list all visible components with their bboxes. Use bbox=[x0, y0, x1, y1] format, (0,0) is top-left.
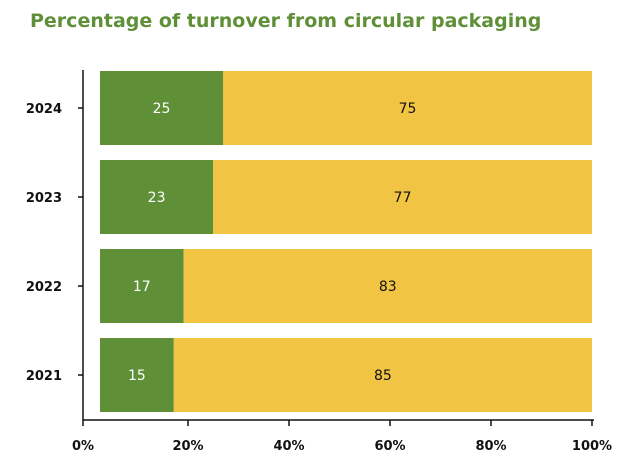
data-label: 25 bbox=[153, 101, 171, 117]
bar-segment-1 bbox=[100, 71, 223, 145]
x-tick-label: 0% bbox=[72, 439, 94, 454]
data-label: 75 bbox=[399, 101, 417, 117]
data-label: 77 bbox=[394, 190, 412, 206]
x-tick-label: 60% bbox=[374, 439, 405, 454]
x-tick-label: 20% bbox=[172, 439, 203, 454]
x-axis: 0% 20% 40% 60% 80% 100% bbox=[72, 419, 612, 454]
y-axis: 2024 2023 2022 2021 bbox=[26, 70, 84, 420]
bar-segment-1 bbox=[100, 338, 174, 412]
category-label: 2021 bbox=[26, 369, 62, 384]
bar-segment-1 bbox=[100, 249, 184, 323]
data-label: 23 bbox=[148, 190, 166, 206]
category-label: 2022 bbox=[26, 280, 62, 295]
data-label: 17 bbox=[133, 279, 151, 295]
data-label: 15 bbox=[128, 368, 146, 384]
bar-segment-2 bbox=[213, 160, 592, 234]
data-label: 85 bbox=[374, 368, 392, 384]
x-tick-label: 80% bbox=[475, 439, 506, 454]
bar-segment-1 bbox=[100, 160, 214, 234]
bar-segment-2 bbox=[223, 71, 592, 145]
category-label: 2023 bbox=[26, 191, 62, 206]
x-tick-label: 40% bbox=[273, 439, 304, 454]
category-label: 2024 bbox=[26, 102, 62, 117]
data-label: 83 bbox=[379, 279, 397, 295]
chart-title: Percentage of turnover from circular pac… bbox=[30, 10, 542, 32]
bars: 25 75 23 77 17 83 15 85 bbox=[100, 71, 593, 412]
x-tick-label: 100% bbox=[572, 439, 612, 454]
bar-segment-2 bbox=[173, 338, 593, 412]
bar-segment-2 bbox=[183, 249, 592, 323]
